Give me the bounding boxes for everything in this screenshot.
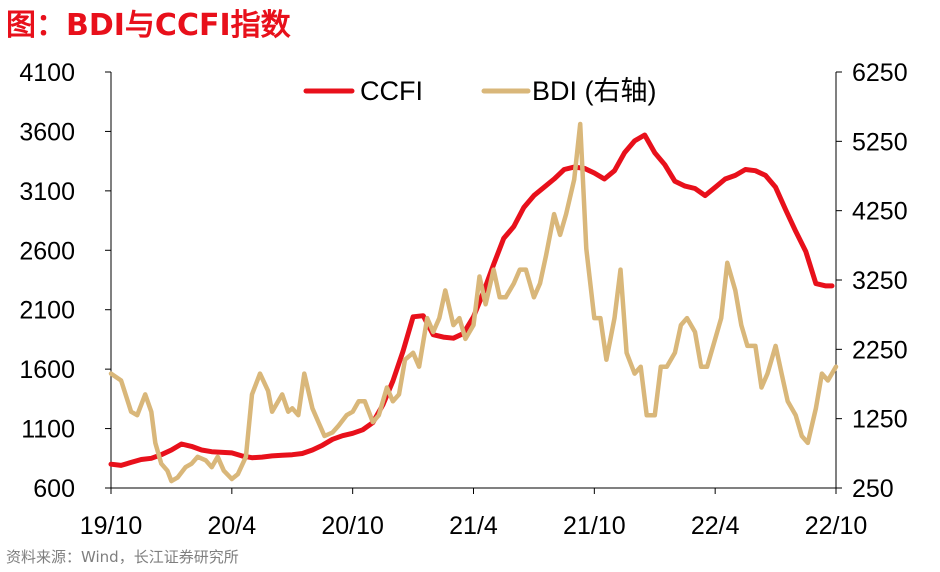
y-left-tick-label: 2600 <box>19 237 75 265</box>
y-left-tick-label: 3600 <box>19 118 75 146</box>
x-tick-label: 20/10 <box>321 512 384 540</box>
y-left-tick-label: 1100 <box>21 416 75 444</box>
y-left-tick-label: 3100 <box>19 178 75 206</box>
x-tick-label: 22/10 <box>805 512 868 540</box>
source-note: 资料来源：Wind，长江证券研究所 <box>6 548 239 566</box>
legend-label-bdi: BDI (右轴) <box>532 76 657 106</box>
y-left-tick-label: 2100 <box>19 297 75 325</box>
y-right-tick-label: 6250 <box>852 59 908 87</box>
y-right-tick-label: 250 <box>852 475 894 503</box>
y-right-tick-label: 2250 <box>852 336 908 364</box>
y-right-tick-label: 1250 <box>852 406 908 434</box>
series-bdi-line <box>108 121 839 484</box>
y-right-tick-label: 5250 <box>852 128 908 156</box>
x-tick-label: 21/10 <box>563 512 626 540</box>
series-ccfi-line <box>108 132 835 468</box>
series-bdi <box>108 121 839 484</box>
chart-title: 图：BDI与CCFI指数 <box>6 8 291 43</box>
x-tick-label: 19/10 <box>80 512 143 540</box>
chart-canvas: 4100 3600 3100 2600 2100 1600 1100 600 6250 5250 4… <box>19 59 907 540</box>
y-left-tick-label: 4100 <box>19 59 75 87</box>
x-tick-label: 20/4 <box>207 512 256 540</box>
y-right-tick-label: 3250 <box>852 267 908 295</box>
y-right-tick-label: 4250 <box>852 198 908 226</box>
legend-label-ccfi: CCFI <box>360 76 423 106</box>
x-tick-label: 22/4 <box>691 512 740 540</box>
y-left-tick-label: 1600 <box>19 356 75 384</box>
x-tick-label: 21/4 <box>449 512 498 540</box>
y-left-tick-label: 600 <box>33 475 75 503</box>
axes: 4100 3600 3100 2600 2100 1600 1100 600 6250 5250 4… <box>19 59 907 540</box>
legend: CCFI BDI (右轴) <box>303 76 657 106</box>
series-ccfi <box>108 132 835 468</box>
